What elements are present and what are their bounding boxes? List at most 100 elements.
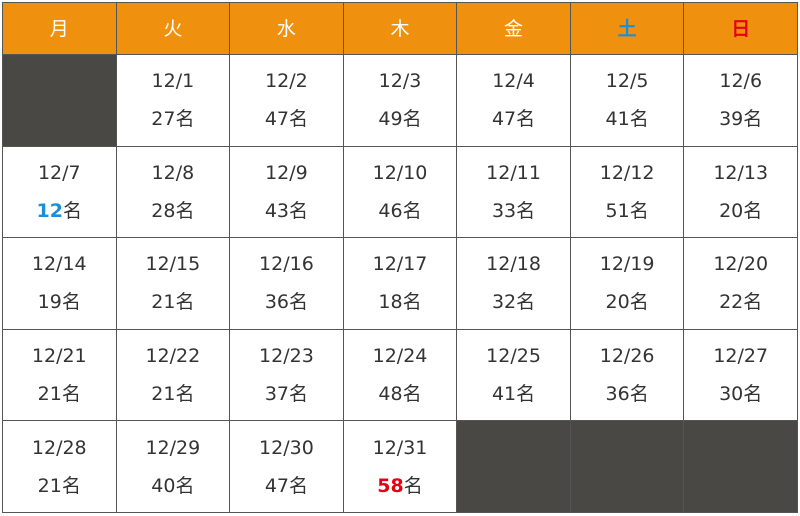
- day-date: 12/27: [713, 345, 769, 368]
- day-date: 12/13: [713, 161, 769, 184]
- day-cell: 12/27 30名: [684, 329, 798, 422]
- day-date: 12/2: [265, 70, 308, 93]
- day-date: 12/19: [599, 253, 655, 276]
- day-date: 12/15: [145, 253, 201, 276]
- day-cell: 12/26 36名: [570, 329, 685, 422]
- day-date: 12/31: [372, 436, 428, 459]
- day-count: 47名: [492, 100, 535, 138]
- weekday-header-sun: 日: [684, 3, 798, 55]
- day-cell: 12/19 20名: [570, 238, 685, 330]
- count-unit: 名: [403, 474, 423, 497]
- day-date: 12/1: [151, 70, 195, 93]
- count-number: 18: [378, 291, 403, 314]
- day-date: 12/11: [486, 161, 541, 184]
- day-count: 18名: [378, 283, 421, 321]
- count-unit: 名: [289, 474, 309, 497]
- count-number: 41: [491, 383, 517, 406]
- day-cell: 12/21 21名: [3, 329, 117, 422]
- count-number: 46: [378, 199, 403, 222]
- day-count: 21名: [38, 375, 81, 413]
- day-cell: 12/22 21名: [116, 329, 231, 422]
- day-cell: 12/2 47名: [230, 55, 344, 147]
- day-count: 37名: [265, 375, 308, 413]
- count-number: 36: [605, 383, 630, 406]
- day-cell: 12/17 18名: [343, 238, 458, 330]
- count-number: 32: [491, 291, 517, 314]
- day-date: 12/22: [145, 345, 201, 368]
- weekday-header-mon: 月: [3, 3, 117, 55]
- day-count: 58名: [377, 467, 422, 505]
- count-number: 21: [37, 474, 62, 497]
- count-number: 39: [719, 108, 744, 131]
- day-cell: 12/23 37名: [230, 329, 344, 422]
- day-count: 36名: [606, 375, 649, 413]
- day-count: 22名: [719, 283, 762, 321]
- count-unit: 名: [289, 291, 309, 314]
- count-number: 12: [36, 199, 63, 222]
- empty-day-cell: [570, 421, 685, 513]
- day-date: 12/20: [713, 253, 769, 276]
- count-unit: 名: [629, 199, 649, 222]
- count-number: 28: [151, 199, 176, 222]
- day-cell: 12/12 51名: [570, 146, 685, 239]
- count-number: 47: [264, 474, 289, 497]
- day-cell: 12/1 27名: [116, 55, 231, 147]
- day-cell: 12/11 33名: [457, 146, 571, 239]
- day-date: 12/23: [259, 345, 314, 368]
- count-unit: 名: [402, 383, 422, 406]
- count-unit: 名: [289, 108, 309, 131]
- day-cell: 12/24 48名: [343, 329, 458, 422]
- count-unit: 名: [743, 383, 763, 406]
- day-count: 43名: [265, 192, 308, 230]
- day-count: 19名: [38, 283, 81, 321]
- count-unit: 名: [629, 108, 649, 131]
- day-cell: 12/18 32名: [457, 238, 571, 330]
- count-number: 47: [264, 108, 289, 131]
- day-date: 12/26: [599, 345, 655, 368]
- count-number: 37: [264, 383, 289, 406]
- day-count: 41名: [606, 100, 649, 138]
- weekday-header-sat: 土: [570, 3, 685, 55]
- count-number: 49: [378, 108, 403, 131]
- count-unit: 名: [402, 291, 422, 314]
- count-number: 19: [37, 291, 62, 314]
- weekday-header-thu: 木: [343, 3, 458, 55]
- weekday-header-wed: 水: [230, 3, 344, 55]
- count-unit: 名: [516, 291, 536, 314]
- day-count: 21名: [38, 467, 81, 505]
- day-count: 36名: [265, 283, 308, 321]
- day-date: 12/21: [31, 345, 87, 368]
- day-count: 30名: [719, 375, 762, 413]
- day-date: 12/10: [372, 161, 428, 184]
- day-count: 20名: [719, 192, 762, 230]
- day-cell: 12/25 41名: [457, 329, 571, 422]
- count-unit: 名: [516, 383, 536, 406]
- day-cell: 12/31 58名: [343, 421, 458, 513]
- count-number: 33: [491, 199, 517, 222]
- count-unit: 名: [743, 199, 763, 222]
- count-unit: 名: [629, 291, 649, 314]
- day-cell: 12/10 46名: [343, 146, 458, 239]
- day-cell: 12/29 40名: [116, 421, 231, 513]
- count-number: 22: [719, 291, 744, 314]
- day-date: 12/5: [605, 70, 649, 93]
- day-date: 12/8: [151, 161, 195, 184]
- count-number: 36: [264, 291, 289, 314]
- day-cell: 12/20 22名: [684, 238, 798, 330]
- count-unit: 名: [175, 108, 195, 131]
- day-date: 12/30: [259, 436, 314, 459]
- empty-day-cell: [3, 55, 117, 147]
- day-cell: 12/30 47名: [230, 421, 344, 513]
- day-cell: 12/7 12名: [3, 146, 117, 239]
- day-count: 32名: [492, 283, 535, 321]
- count-number: 41: [605, 108, 630, 131]
- count-number: 43: [264, 199, 289, 222]
- count-number: 58: [377, 474, 404, 497]
- count-number: 21: [37, 383, 62, 406]
- count-unit: 名: [289, 383, 309, 406]
- day-cell: 12/5 41名: [570, 55, 685, 147]
- day-date: 12/25: [486, 345, 541, 368]
- count-number: 48: [378, 383, 403, 406]
- day-count: 47名: [265, 100, 308, 138]
